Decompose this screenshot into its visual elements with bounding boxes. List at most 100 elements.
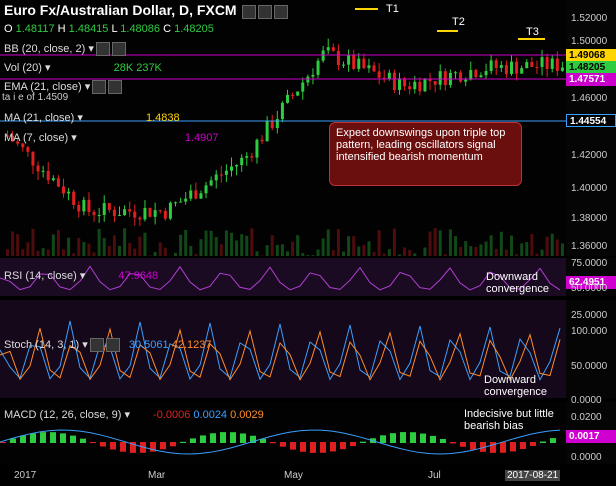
- volume-bar: [128, 242, 132, 256]
- chevron-down-icon: ▾: [44, 62, 51, 74]
- candle-body: [179, 201, 183, 203]
- volume-bar: [67, 237, 71, 256]
- candle-body: [92, 211, 96, 216]
- volume-bar: [102, 238, 106, 256]
- candle-body: [499, 64, 503, 68]
- volume-bar: [560, 243, 564, 256]
- macd-chart: [0, 429, 561, 455]
- candle-body: [194, 190, 198, 199]
- eye-icon[interactable]: [95, 42, 110, 57]
- volume-bar: [36, 250, 40, 256]
- stoch-tick: 50.0000: [571, 361, 608, 372]
- volume-bar: [235, 240, 239, 256]
- close-icon[interactable]: [273, 5, 288, 20]
- eye-icon[interactable]: [241, 5, 256, 20]
- macd-histogram-bar: [220, 432, 226, 443]
- candle-body: [36, 165, 40, 172]
- volume-bar: [204, 230, 208, 256]
- candle-body: [331, 47, 335, 51]
- candle-body: [438, 71, 442, 85]
- price-tick: 1.36000: [571, 241, 608, 252]
- ema-legend[interactable]: EMA (21, close) ▾: [4, 80, 123, 95]
- candle-body: [270, 120, 274, 129]
- stoch-k-line: [0, 320, 561, 381]
- candle-body: [321, 50, 325, 61]
- macd-histogram-bar: [110, 442, 116, 450]
- rsi-note: Downward convergence: [486, 271, 549, 295]
- candle-body: [291, 94, 295, 96]
- price-scale: [566, 0, 616, 256]
- volume-bar: [214, 237, 218, 256]
- volume-bar: [16, 234, 20, 256]
- candle-body: [510, 61, 513, 74]
- settings-icon[interactable]: [257, 5, 272, 20]
- price-tick: 1.46000: [571, 93, 608, 104]
- settings-icon[interactable]: [111, 42, 126, 57]
- candle-body: [535, 66, 539, 68]
- macd-histogram-bar: [420, 433, 426, 443]
- stoch-chart: [0, 320, 561, 382]
- ma21-legend[interactable]: MA (21, close) ▾ 1.4838: [4, 112, 180, 124]
- candle-body: [62, 186, 65, 194]
- candle-body: [545, 57, 549, 69]
- volume-bar: [179, 234, 183, 256]
- macd-histogram-bar: [330, 442, 336, 452]
- volume-bar: [21, 249, 25, 256]
- candle-body: [56, 178, 60, 187]
- volume-bar: [255, 251, 259, 256]
- volume-bar: [357, 246, 361, 256]
- volume-bar: [301, 253, 305, 256]
- volume-bar: [347, 236, 351, 256]
- macd-tick: 0.0200: [571, 412, 602, 423]
- label-t2: T2: [452, 16, 465, 28]
- volume-bar: [336, 228, 340, 256]
- volume-bar: [464, 241, 468, 256]
- stoch-tick: 100.000: [571, 326, 608, 337]
- chevron-down-icon: ▾: [77, 112, 83, 124]
- chart-title[interactable]: Euro Fx/Australian Dollar, D, FXCM: [4, 2, 237, 18]
- macd-histogram-bar: [380, 435, 386, 443]
- macd-line: [0, 429, 561, 455]
- volume-bar: [326, 229, 330, 256]
- candle-body: [311, 74, 315, 77]
- candle-body: [31, 151, 35, 166]
- vol-legend[interactable]: Vol (20) ▾ 28K 237K: [4, 62, 162, 74]
- candle-body: [41, 170, 45, 172]
- macd-legend[interactable]: MACD (12, 26, close, 9) ▾ -0.0006 0.0024…: [4, 409, 264, 421]
- low-label: L: [111, 23, 118, 35]
- candle-body: [87, 199, 91, 212]
- candle-body: [82, 199, 86, 212]
- candle-body: [280, 102, 284, 120]
- candle-body: [362, 58, 366, 69]
- macd-histogram-bar: [530, 442, 536, 446]
- volume-bar: [489, 235, 493, 256]
- macd-histogram-bar: [460, 442, 466, 447]
- macd-histogram-bar: [120, 442, 126, 452]
- macd-histogram-bar: [260, 438, 266, 443]
- macd-histogram-bar: [160, 442, 166, 450]
- candle-body: [398, 78, 401, 90]
- candle-body: [123, 209, 127, 216]
- candle-body: [128, 209, 132, 212]
- bb-legend[interactable]: BB (20, close, 2) ▾: [4, 42, 126, 57]
- ma7-legend[interactable]: MA (7, close) ▾ 1.4907: [4, 132, 219, 144]
- volume-bar: [46, 249, 50, 256]
- volume-bar: [51, 234, 55, 256]
- candle-body: [484, 71, 488, 76]
- volume-bar: [479, 244, 483, 256]
- volume-bar: [403, 247, 407, 256]
- volume-bar: [260, 255, 264, 256]
- price-tick: 1.42000: [571, 150, 608, 161]
- volume-bar: [454, 236, 457, 256]
- volume-bar: [535, 253, 539, 256]
- volume-bar: [270, 235, 274, 256]
- rsi-legend[interactable]: RSI (14, close) ▾ 47.9648: [4, 270, 159, 282]
- candle-body: [133, 211, 137, 218]
- volume-bar: [92, 252, 96, 256]
- candle-body: [555, 58, 559, 71]
- eye-icon: [92, 80, 107, 95]
- volume-bar: [438, 230, 442, 256]
- volume-bar: [448, 229, 452, 256]
- candle-body: [377, 71, 381, 78]
- stoch-legend[interactable]: Stoch (14, 3, 1) ▾ 30.5061 42.1237: [4, 338, 212, 353]
